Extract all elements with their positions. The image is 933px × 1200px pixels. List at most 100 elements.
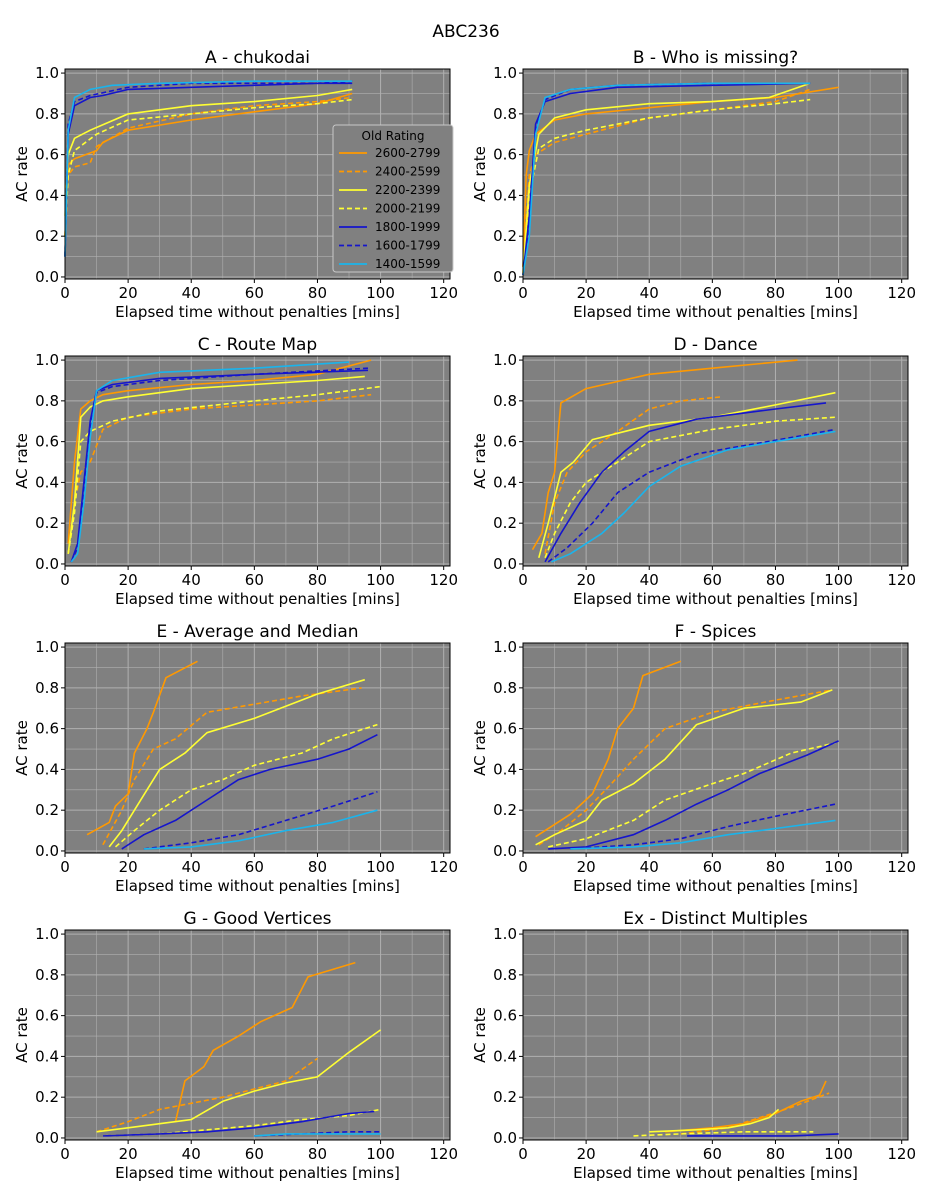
x-tick-label: 100 (366, 571, 395, 589)
x-axis-label: Elapsed time without penalties [mins] (573, 590, 858, 608)
panel-5: 0 20 40 60 80 100 120 0.0 0.2 0.4 0.6 0.8 1.0 F - Spi… (471, 622, 916, 895)
series-line-1400-1599 (522, 82, 811, 276)
x-tick-label: 40 (640, 284, 659, 302)
legend-entry-label: 2400-2599 (375, 165, 440, 179)
x-tick-label: 40 (182, 858, 201, 876)
series-line-2400-2599 (544, 396, 722, 554)
series-line-1600-1799 (143, 791, 378, 850)
x-tick-label: 100 (824, 858, 853, 876)
series-line-2400-2599 (67, 393, 372, 554)
panel-title: C - Route Map (198, 335, 317, 355)
x-tick-label: 40 (640, 858, 659, 876)
series-line-2400-2599 (102, 687, 362, 846)
series-line-1800-1999 (64, 82, 353, 257)
panel-title: Ex - Distinct Multiples (623, 909, 808, 929)
y-axis-label: AC rate (471, 146, 489, 202)
series-line-2000-2199 (114, 723, 378, 848)
y-tick-label: 1.0 (35, 925, 59, 943)
x-tick-label: 120 (429, 284, 458, 302)
x-tick-label: 100 (366, 1145, 395, 1163)
y-tick-label: 0.6 (493, 1007, 517, 1025)
y-tick-label: 1.0 (493, 351, 517, 369)
x-tick-label: 0 (518, 571, 528, 589)
x-tick-label: 60 (703, 571, 722, 589)
y-tick-label: 0.0 (493, 1129, 517, 1147)
series-line-1400-1599 (64, 80, 353, 257)
series-line-1800-1999 (544, 402, 827, 563)
x-tick-label: 40 (182, 284, 201, 302)
panel-0: 0 20 40 60 80 100 120 0.0 0.2 0.4 0.6 0.8 1.0 A - chu… (13, 48, 458, 321)
panel-4: 0 20 40 60 80 100 120 0.0 0.2 0.4 0.6 0.8 1.0 E - Ave… (13, 622, 458, 895)
y-tick-label: 0.2 (35, 514, 59, 532)
x-axis-label: Elapsed time without penalties [mins] (115, 877, 400, 895)
x-tick-label: 120 (429, 1145, 458, 1163)
legend: Old Rating 2600-2799 2400-2599 2200-2399 200… (332, 124, 454, 273)
series-line-2000-2199 (67, 385, 381, 554)
x-tick-label: 40 (182, 571, 201, 589)
x-tick-label: 80 (766, 858, 785, 876)
axes-frame (64, 355, 451, 567)
plot-area (523, 356, 908, 566)
plot-area (523, 643, 908, 853)
x-tick-label: 120 (887, 858, 916, 876)
legend-title: Old Rating (362, 129, 425, 143)
y-tick-label: 0.8 (35, 392, 59, 410)
x-tick-label: 80 (308, 1145, 327, 1163)
x-tick-label: 40 (640, 571, 659, 589)
x-tick-label: 60 (703, 1145, 722, 1163)
series-line-2000-2199 (544, 416, 836, 559)
x-tick-label: 0 (518, 284, 528, 302)
y-tick-label: 0.4 (35, 1047, 59, 1065)
x-tick-label: 0 (60, 284, 70, 302)
series-line-2600-2799 (174, 961, 356, 1122)
series-line-1400-1599 (570, 819, 836, 850)
x-axis-label: Elapsed time without penalties [mins] (573, 877, 858, 895)
y-tick-label: 0.6 (493, 720, 517, 738)
y-tick-label: 1.0 (493, 64, 517, 82)
x-axis-label: Elapsed time without penalties [mins] (115, 303, 400, 321)
panel-title: E - Average and Median (156, 622, 358, 642)
x-tick-label: 80 (308, 858, 327, 876)
y-tick-label: 0.0 (493, 842, 517, 860)
y-tick-label: 0.6 (35, 433, 59, 451)
x-tick-label: 20 (119, 858, 138, 876)
plot-area (523, 69, 908, 279)
series-line-1600-1799 (547, 428, 836, 563)
x-tick-label: 0 (60, 858, 70, 876)
panel-title: D - Dance (673, 335, 757, 355)
series-line-2400-2599 (522, 88, 811, 267)
series-line-2400-2599 (538, 689, 833, 846)
y-axis-label: AC rate (13, 1007, 31, 1063)
series-line-1800-1999 (687, 1133, 839, 1137)
y-tick-label: 0.6 (493, 433, 517, 451)
panel-1: 0 20 40 60 80 100 120 0.0 0.2 0.4 0.6 0.8 1.0 B - Who… (471, 48, 916, 321)
y-tick-label: 0.4 (493, 760, 517, 778)
y-tick-label: 0.0 (493, 268, 517, 286)
y-tick-label: 0.4 (35, 186, 59, 204)
y-tick-label: 0.6 (35, 720, 59, 738)
y-tick-label: 0.8 (35, 679, 59, 697)
panel-title: G - Good Vertices (183, 909, 331, 929)
series-line-1800-1999 (102, 1110, 375, 1137)
y-tick-label: 0.4 (35, 473, 59, 491)
y-tick-label: 1.0 (493, 638, 517, 656)
x-tick-label: 0 (518, 858, 528, 876)
series-line-2400-2599 (96, 1057, 318, 1133)
y-tick-label: 0.2 (493, 227, 517, 245)
y-axis-label: AC rate (13, 433, 31, 489)
y-tick-label: 0.8 (493, 966, 517, 984)
plot-area (65, 930, 450, 1140)
x-tick-label: 80 (766, 571, 785, 589)
legend-entry-label: 1400-1599 (375, 257, 440, 271)
series-line-2000-2199 (64, 98, 353, 237)
series-line-2200-2399 (538, 391, 836, 559)
legend-entry-label: 2200-2399 (375, 183, 440, 197)
y-tick-label: 0.0 (35, 268, 59, 286)
y-tick-label: 0.8 (35, 105, 59, 123)
series-line-2400-2599 (64, 96, 353, 237)
legend-box (332, 124, 454, 273)
y-axis-label: AC rate (471, 720, 489, 776)
x-tick-label: 100 (366, 284, 395, 302)
panel-title: A - chukodai (205, 48, 310, 68)
